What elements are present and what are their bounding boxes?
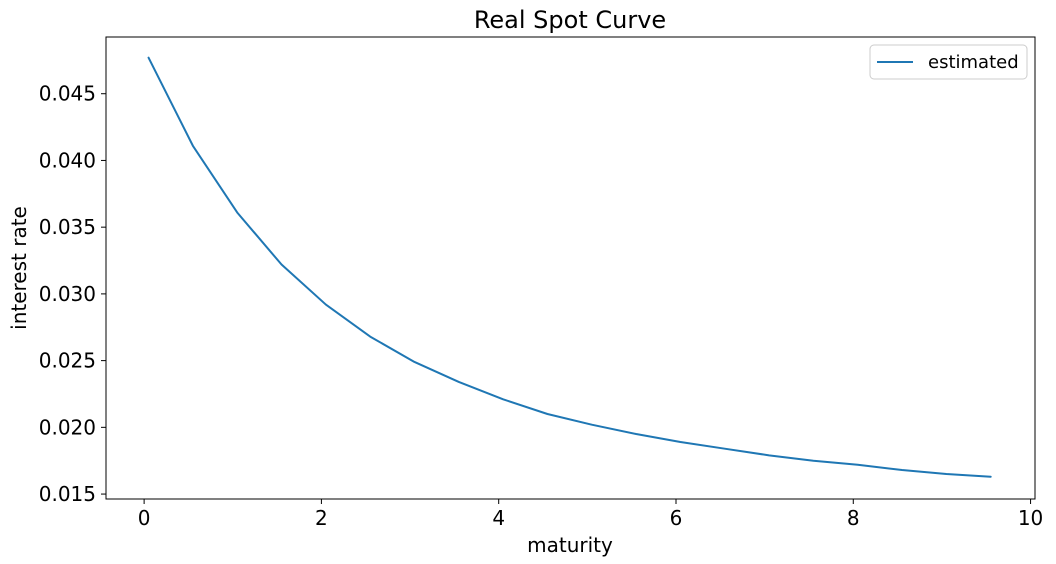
x-tick-label: 6 xyxy=(670,506,683,530)
y-axis-ticks: 0.015 0.020 0.025 0.030 0.035 0.040 0.045 xyxy=(39,82,106,506)
x-tick-label: 0 xyxy=(138,506,151,530)
y-tick-label: 0.015 xyxy=(39,482,96,506)
x-axis-ticks: 0 2 4 6 8 10 xyxy=(138,499,1043,530)
series-line-estimated xyxy=(147,56,992,478)
y-tick-label: 0.025 xyxy=(39,349,96,373)
x-tick-label: 4 xyxy=(492,506,505,530)
legend: estimated xyxy=(869,44,1028,80)
y-axis-label: interest rate xyxy=(7,206,31,330)
y-tick-label: 0.020 xyxy=(39,415,96,439)
x-tick-label: 10 xyxy=(1018,506,1043,530)
plot-area-frame xyxy=(105,36,1036,500)
y-tick-label: 0.030 xyxy=(39,282,96,306)
x-tick-label: 8 xyxy=(847,506,860,530)
y-tick-label: 0.035 xyxy=(39,215,96,239)
x-axis-label: maturity xyxy=(527,533,613,557)
y-tick-label: 0.040 xyxy=(39,148,96,172)
chart-title: Real Spot Curve xyxy=(474,6,666,34)
y-tick-label: 0.045 xyxy=(39,82,96,106)
legend-label-estimated: estimated xyxy=(928,52,1019,73)
legend-box xyxy=(869,44,1028,80)
x-tick-label: 2 xyxy=(315,506,328,530)
